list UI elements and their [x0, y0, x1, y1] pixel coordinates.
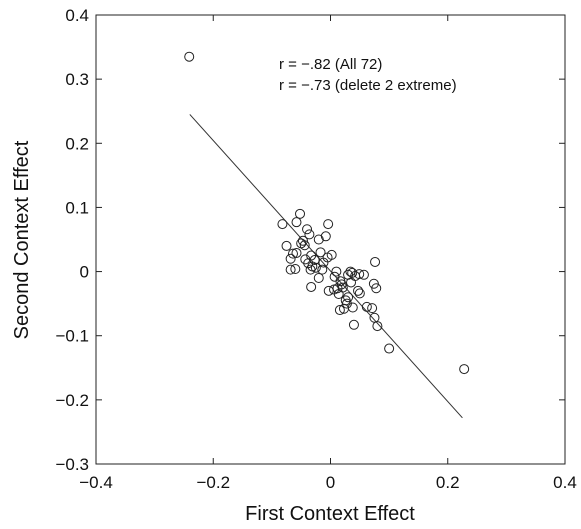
data-point: [291, 217, 302, 228]
x-tick-label: 0.2: [436, 473, 460, 492]
data-point: [358, 269, 369, 280]
data-point: [371, 283, 382, 294]
data-point: [354, 269, 365, 280]
data-point: [323, 219, 334, 230]
data-point: [306, 281, 317, 292]
x-axis-label: First Context Effect: [245, 503, 415, 525]
data-point: [384, 343, 395, 354]
data-point: [313, 272, 324, 283]
data-point: [354, 288, 365, 299]
y-tick-label: −0.2: [55, 391, 89, 410]
y-tick-label: 0.3: [65, 70, 89, 89]
data-point: [295, 208, 306, 219]
data-point: [310, 262, 321, 273]
data-point: [315, 247, 326, 258]
data-point: [287, 248, 298, 259]
data-point: [285, 253, 296, 264]
data-point: [323, 285, 334, 296]
data-point: [353, 285, 364, 296]
x-tick-label: 0.4: [553, 473, 577, 492]
data-point: [367, 303, 378, 314]
data-point: [337, 282, 348, 293]
data-point: [184, 51, 195, 62]
data-point: [305, 264, 316, 275]
y-tick-label: 0.4: [65, 6, 89, 25]
data-point: [309, 255, 320, 266]
data-point: [317, 264, 328, 275]
data-point: [299, 240, 310, 251]
data-point: [277, 219, 288, 230]
data-point: [291, 247, 302, 258]
x-tick-label: 0: [326, 473, 335, 492]
data-point: [281, 240, 292, 251]
annotation-r-delete-extreme: r = −.73 (delete 2 extreme): [279, 77, 457, 94]
data-point: [347, 267, 358, 278]
data-point: [320, 231, 331, 242]
data-point: [341, 298, 352, 309]
data-point: [304, 229, 315, 240]
x-tick-label: −0.2: [196, 473, 230, 492]
data-point: [361, 301, 372, 312]
y-axis-label: Second Context Effect: [11, 140, 33, 339]
y-tick-label: 0: [80, 263, 89, 282]
data-point: [370, 256, 381, 267]
y-tick-label: 0.2: [65, 134, 89, 153]
data-point: [459, 364, 470, 375]
annotation-r-all: r = −.82 (All 72): [279, 56, 382, 73]
data-points: [184, 51, 470, 375]
y-tick-label: −0.1: [55, 327, 89, 346]
data-point: [369, 312, 380, 323]
y-tick-label: −0.3: [55, 455, 89, 474]
data-point: [329, 271, 340, 282]
data-point: [348, 319, 359, 330]
data-point: [297, 235, 308, 246]
data-point: [346, 277, 357, 288]
data-point: [285, 264, 296, 275]
data-point: [331, 266, 342, 277]
data-point: [343, 292, 354, 303]
data-point: [326, 249, 337, 260]
data-point: [334, 305, 345, 316]
data-point: [290, 264, 301, 275]
data-point: [313, 234, 324, 245]
data-point: [302, 224, 313, 235]
axis-ticks: −0.4 −0.2 0 0.2 0.4 −0.3 −0.2 −0.1 0 0.1 0.2 0.3 0.4: [55, 6, 576, 492]
data-point: [372, 321, 383, 332]
x-tick-label: −0.4: [79, 473, 113, 492]
y-tick-label: 0.1: [65, 198, 89, 217]
data-point: [347, 302, 358, 313]
